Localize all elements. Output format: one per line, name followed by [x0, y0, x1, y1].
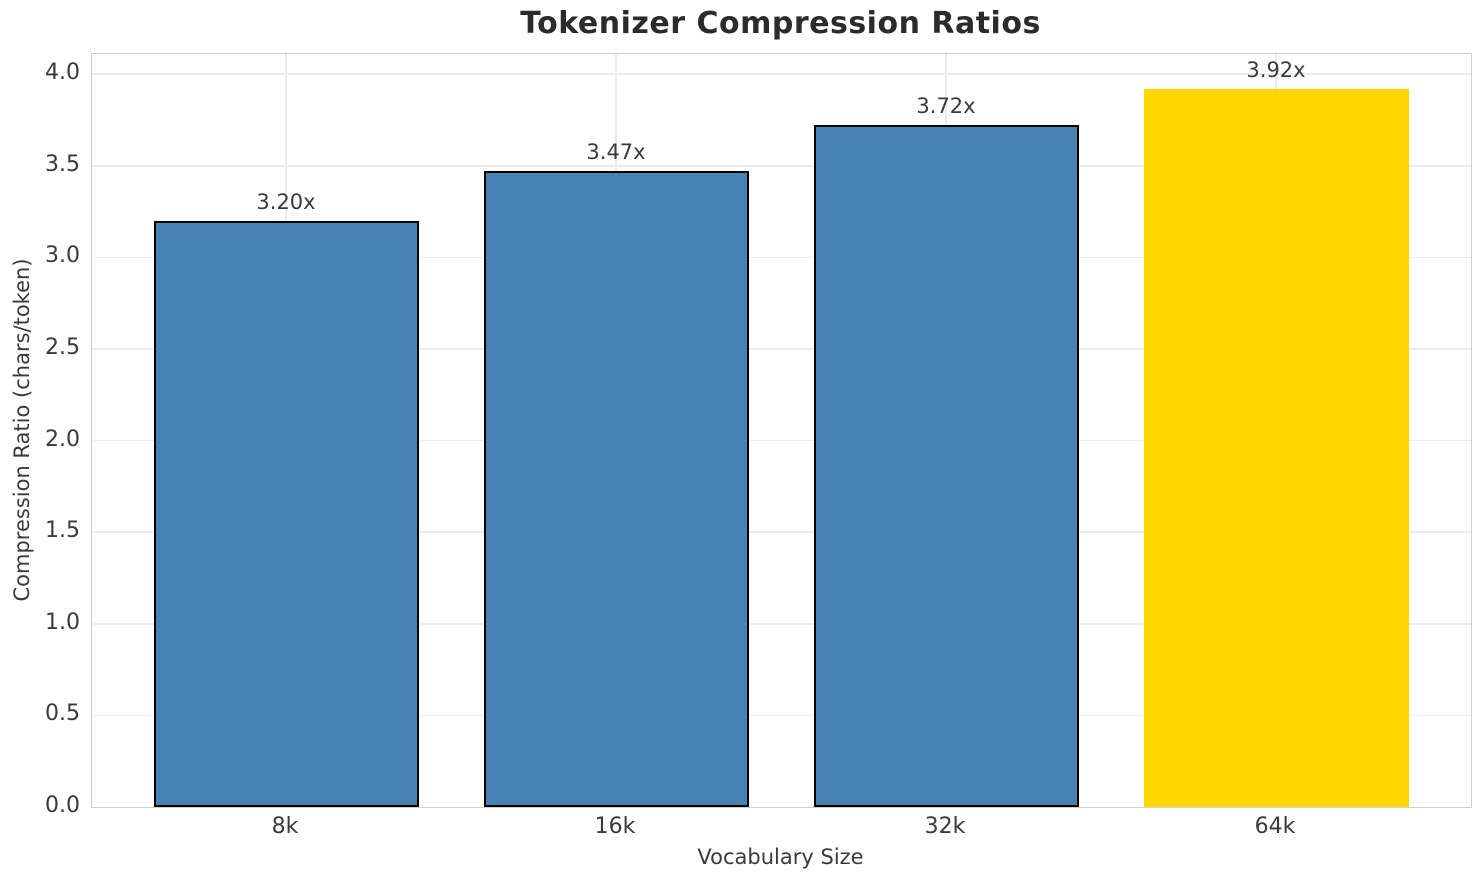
- x-tick-label-64k: 64k: [1254, 814, 1296, 839]
- horizontal-gridline: [92, 714, 1471, 717]
- horizontal-gridline: [92, 73, 1471, 75]
- bar-16k: [483, 171, 749, 807]
- horizontal-gridline: [92, 439, 1471, 442]
- bar-value-label-16k: 3.47x: [586, 140, 646, 165]
- x-axis-label: Vocabulary Size: [697, 845, 864, 869]
- horizontal-gridline: [92, 531, 1471, 533]
- y-tick-label-1.5: 1.5: [45, 518, 80, 544]
- y-tick-label-3.5: 3.5: [45, 151, 80, 177]
- y-tick-label-1.0: 1.0: [45, 609, 80, 635]
- bar-value-label-8k: 3.20x: [256, 189, 316, 214]
- chart-title: Tokenizer Compression Ratios: [520, 6, 1041, 41]
- y-tick-label-0.0: 0.0: [45, 793, 80, 818]
- horizontal-gridline: [92, 256, 1471, 259]
- y-tick-label-2.5: 2.5: [45, 334, 80, 360]
- y-tick-label-0.5: 0.5: [45, 701, 80, 727]
- y-tick-label-4.0: 4.0: [45, 60, 80, 86]
- horizontal-gridline: [92, 165, 1471, 167]
- horizontal-gridline: [92, 348, 1471, 350]
- plot-area: 3.20x 3.47x 3.72x 3.92x: [91, 53, 1472, 808]
- horizontal-gridline: [92, 623, 1471, 625]
- bar-value-label-64k: 3.92x: [1246, 57, 1306, 82]
- bar-32k: [813, 125, 1079, 807]
- y-tick-label-3.0: 3.0: [45, 243, 80, 269]
- x-tick-label-8k: 8k: [271, 814, 299, 839]
- bar-64k: [1143, 88, 1409, 807]
- x-tick-label-32k: 32k: [924, 814, 966, 839]
- y-tick-label-2.0: 2.0: [45, 426, 80, 452]
- bar-8k: [153, 220, 419, 807]
- x-tick-label-16k: 16k: [594, 814, 636, 839]
- bar-value-label-32k: 3.72x: [916, 94, 976, 119]
